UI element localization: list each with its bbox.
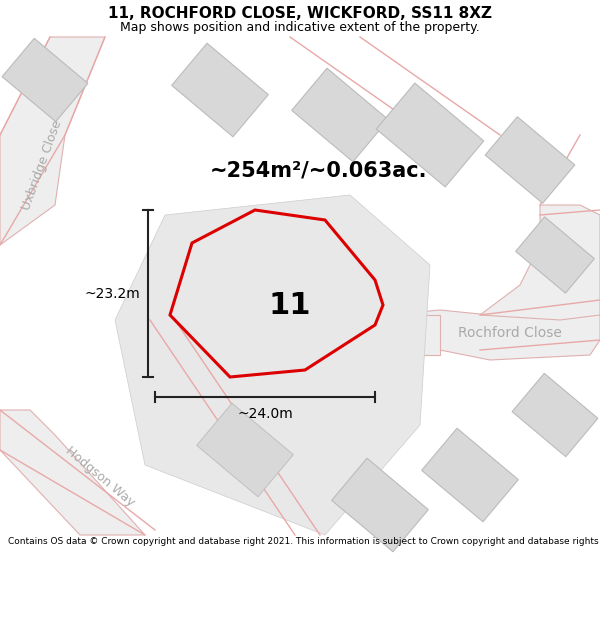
Polygon shape — [515, 217, 595, 293]
Polygon shape — [485, 117, 575, 203]
Polygon shape — [292, 68, 388, 162]
Polygon shape — [0, 37, 600, 535]
Polygon shape — [115, 195, 430, 535]
Polygon shape — [360, 315, 440, 355]
Text: Contains OS data © Crown copyright and database right 2021. This information is : Contains OS data © Crown copyright and d… — [8, 538, 600, 546]
Text: 11, ROCHFORD CLOSE, WICKFORD, SS11 8XZ: 11, ROCHFORD CLOSE, WICKFORD, SS11 8XZ — [108, 6, 492, 21]
Text: ~24.0m: ~24.0m — [237, 407, 293, 421]
Polygon shape — [365, 310, 600, 360]
Polygon shape — [512, 373, 598, 457]
Polygon shape — [172, 43, 268, 137]
Text: Rochford Close: Rochford Close — [458, 326, 562, 340]
Polygon shape — [480, 205, 600, 320]
Polygon shape — [332, 458, 428, 552]
Text: Map shows position and indicative extent of the property.: Map shows position and indicative extent… — [120, 21, 480, 34]
Polygon shape — [422, 428, 518, 522]
Text: Hodgson Way: Hodgson Way — [63, 444, 137, 509]
Polygon shape — [170, 210, 383, 377]
Text: ~254m²/~0.063ac.: ~254m²/~0.063ac. — [210, 160, 427, 180]
Text: ~23.2m: ~23.2m — [84, 286, 140, 301]
Polygon shape — [0, 410, 145, 535]
Text: 11: 11 — [269, 291, 311, 319]
Polygon shape — [0, 37, 105, 245]
Polygon shape — [376, 83, 484, 187]
Polygon shape — [2, 38, 88, 122]
Text: Uxbridge Close: Uxbridge Close — [20, 118, 64, 212]
Polygon shape — [197, 403, 293, 497]
